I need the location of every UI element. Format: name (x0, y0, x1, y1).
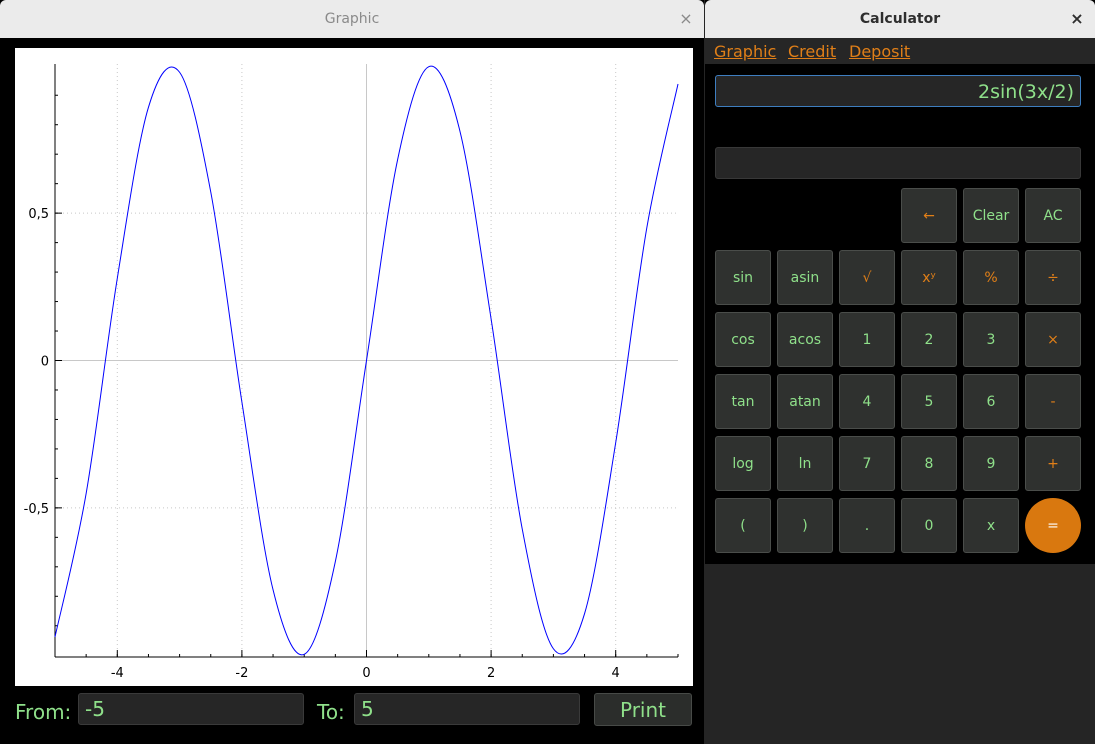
plus-button[interactable]: + (1025, 436, 1081, 491)
calculator-window-title: Calculator (859, 11, 941, 27)
cos-button[interactable]: cos (715, 312, 771, 367)
all-clear-button[interactable]: AC (1025, 188, 1081, 243)
menu-deposit[interactable]: Deposit (849, 42, 911, 61)
open-paren-button[interactable]: ( (715, 498, 771, 553)
log-button[interactable]: log (715, 436, 771, 491)
expression-input[interactable]: 2sin(3x/2) (715, 75, 1081, 107)
multiply-button[interactable]: × (1025, 312, 1081, 367)
clear-button[interactable]: Clear (963, 188, 1019, 243)
x-tick-label: 0 (362, 666, 370, 681)
digit-9-button[interactable]: 9 (963, 436, 1019, 491)
series-line-0 (54, 65, 679, 656)
digit-7-button[interactable]: 7 (839, 436, 895, 491)
decimal-button[interactable]: . (839, 498, 895, 553)
x-tick-label: -4 (111, 666, 124, 681)
sqrt-button[interactable]: √ (839, 250, 895, 305)
graphic-window-title: Graphic (324, 11, 380, 27)
plot-area: -4 -2 0 2 4 -0,5 0 0,5 (15, 48, 693, 686)
x-tick-label: 2 (487, 666, 495, 681)
tan-button[interactable]: tan (715, 374, 771, 429)
close-paren-button[interactable]: ) (777, 498, 833, 553)
digit-2-button[interactable]: 2 (901, 312, 957, 367)
to-input[interactable] (354, 693, 580, 725)
divide-button[interactable]: ÷ (1025, 250, 1081, 305)
menu-credit[interactable]: Credit (788, 42, 837, 61)
asin-button[interactable]: asin (777, 250, 833, 305)
digit-0-button[interactable]: 0 (901, 498, 957, 553)
digit-8-button[interactable]: 8 (901, 436, 957, 491)
x-tick-label: -2 (235, 666, 248, 681)
function-plot: -4 -2 0 2 4 -0,5 0 0,5 (24, 64, 679, 681)
equals-button[interactable]: = (1025, 498, 1081, 553)
graphic-window: Graphic × -4 -2 0 2 4 -0,5 0 0,5 From: To: Prin… (0, 0, 704, 744)
digit-3-button[interactable]: 3 (963, 312, 1019, 367)
power-button[interactable]: xʸ (901, 250, 957, 305)
y-tick-label: 0 (41, 355, 49, 370)
from-input[interactable] (78, 693, 304, 725)
menu-bar: Graphic Credit Deposit (705, 38, 1095, 64)
range-bar: From: To: Print (0, 690, 704, 732)
to-label: To: (317, 700, 345, 724)
close-icon[interactable]: × (679, 9, 693, 28)
mod-button[interactable]: % (963, 250, 1019, 305)
sin-button[interactable]: sin (715, 250, 771, 305)
y-tick-label: -0,5 (24, 502, 49, 517)
from-label: From: (15, 700, 72, 724)
digit-1-button[interactable]: 1 (839, 312, 895, 367)
x-tick-label: 4 (612, 666, 620, 681)
backspace-button[interactable]: ← (901, 188, 957, 243)
close-icon[interactable]: × (1070, 9, 1084, 28)
y-tick-label: 0,5 (28, 207, 49, 222)
ln-button[interactable]: ln (777, 436, 833, 491)
menu-graphic[interactable]: Graphic (714, 42, 777, 61)
minus-button[interactable]: - (1025, 374, 1081, 429)
acos-button[interactable]: acos (777, 312, 833, 367)
digit-4-button[interactable]: 4 (839, 374, 895, 429)
print-button[interactable]: Print (594, 693, 692, 726)
calculator-window: Calculator × Graphic Credit Deposit 2sin… (705, 0, 1095, 564)
digit-6-button[interactable]: 6 (963, 374, 1019, 429)
variable-x-button[interactable]: x (963, 498, 1019, 553)
graphic-titlebar[interactable]: Graphic × (0, 0, 704, 38)
calculator-titlebar[interactable]: Calculator × (705, 0, 1095, 38)
result-display (715, 147, 1081, 179)
digit-5-button[interactable]: 5 (901, 374, 957, 429)
atan-button[interactable]: atan (777, 374, 833, 429)
